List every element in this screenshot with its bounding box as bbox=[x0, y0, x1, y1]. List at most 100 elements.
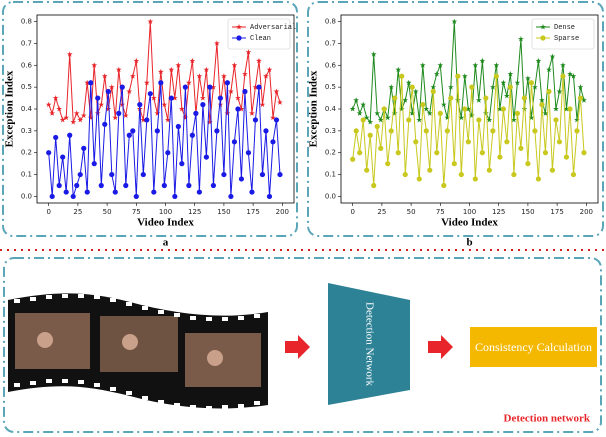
marker bbox=[168, 66, 175, 73]
marker bbox=[349, 106, 356, 112]
y-tick-label: 0.0 bbox=[21, 192, 32, 200]
marker bbox=[364, 167, 370, 173]
marker bbox=[521, 95, 528, 101]
marker bbox=[60, 154, 66, 160]
marker bbox=[567, 106, 573, 112]
marker bbox=[66, 51, 73, 57]
marker bbox=[472, 176, 478, 182]
marker bbox=[360, 117, 366, 123]
y-tick-label: 0.6 bbox=[325, 61, 337, 69]
marker bbox=[388, 84, 395, 90]
legend-marker bbox=[236, 24, 242, 30]
marker bbox=[80, 112, 87, 118]
marker bbox=[112, 189, 118, 195]
marker bbox=[172, 95, 178, 101]
marker bbox=[483, 110, 489, 116]
marker bbox=[231, 139, 238, 145]
marker bbox=[525, 75, 531, 81]
marker bbox=[374, 123, 380, 130]
marker bbox=[77, 171, 83, 178]
marker bbox=[126, 88, 133, 94]
marker bbox=[94, 110, 101, 116]
y-tick-label: 0.8 bbox=[325, 18, 336, 26]
marker bbox=[413, 139, 419, 145]
y-tick-label: 0.4 bbox=[325, 105, 337, 113]
marker bbox=[112, 114, 119, 121]
panel-a-frame bbox=[2, 1, 298, 237]
marker bbox=[497, 154, 503, 160]
marker bbox=[406, 117, 412, 123]
y-tick-label: 0.8 bbox=[21, 18, 32, 26]
marker bbox=[570, 171, 577, 178]
marker bbox=[528, 114, 535, 121]
marker bbox=[126, 132, 132, 138]
legend-label: Clean bbox=[250, 35, 271, 43]
panel-label: a bbox=[163, 237, 169, 249]
marker bbox=[507, 84, 513, 90]
marker bbox=[392, 95, 398, 101]
x-tick-label: 125 bbox=[188, 208, 201, 216]
marker bbox=[451, 161, 457, 167]
marker bbox=[455, 97, 461, 103]
marker bbox=[553, 106, 559, 112]
x-tick-label: 200 bbox=[276, 208, 289, 216]
marker bbox=[384, 114, 391, 121]
marker bbox=[235, 106, 241, 112]
marker bbox=[123, 182, 129, 189]
marker bbox=[437, 62, 444, 68]
x-tick-label: 100 bbox=[159, 208, 172, 216]
x-tick-label: 175 bbox=[246, 208, 259, 216]
marker bbox=[95, 95, 101, 101]
marker bbox=[256, 57, 262, 64]
marker bbox=[465, 106, 472, 112]
marker bbox=[395, 150, 401, 156]
x-tick-label: 75 bbox=[132, 208, 141, 216]
marker bbox=[130, 128, 136, 134]
marker bbox=[504, 139, 510, 145]
marker bbox=[210, 84, 217, 90]
marker bbox=[483, 95, 489, 101]
marker bbox=[84, 79, 91, 86]
marker bbox=[231, 62, 238, 68]
marker bbox=[49, 193, 55, 200]
marker bbox=[549, 167, 556, 173]
marker bbox=[500, 106, 506, 112]
detector-block bbox=[328, 283, 410, 405]
marker bbox=[147, 18, 154, 24]
legend-label: Adversarial bbox=[250, 24, 296, 32]
x-tick-label: 125 bbox=[492, 208, 505, 216]
marker bbox=[144, 117, 150, 123]
marker bbox=[391, 110, 398, 116]
marker bbox=[539, 102, 545, 108]
marker bbox=[105, 88, 111, 95]
marker bbox=[521, 106, 528, 112]
marker bbox=[374, 110, 381, 116]
marker bbox=[462, 73, 468, 79]
marker bbox=[371, 182, 377, 189]
marker bbox=[458, 171, 464, 178]
legend-marker bbox=[540, 24, 546, 30]
marker bbox=[77, 116, 84, 123]
x-tick-label: 150 bbox=[217, 208, 230, 216]
marker bbox=[140, 116, 147, 123]
marker bbox=[479, 150, 485, 156]
marker bbox=[367, 119, 374, 125]
marker bbox=[249, 110, 255, 116]
marker bbox=[577, 84, 584, 90]
marker bbox=[448, 95, 454, 101]
marker bbox=[497, 106, 503, 112]
marker bbox=[158, 68, 164, 75]
marker bbox=[266, 193, 273, 200]
marker bbox=[168, 95, 174, 101]
marker bbox=[385, 161, 391, 167]
marker bbox=[476, 117, 482, 123]
marker bbox=[203, 154, 209, 160]
marker bbox=[235, 95, 241, 101]
marker bbox=[270, 139, 276, 145]
marker bbox=[88, 80, 94, 86]
marker bbox=[238, 106, 245, 112]
y-tick-label: 0.4 bbox=[21, 105, 33, 113]
x-tick-label: 150 bbox=[521, 208, 534, 216]
y-tick-label: 0.2 bbox=[21, 149, 32, 157]
y-tick-label: 0.3 bbox=[21, 127, 32, 135]
